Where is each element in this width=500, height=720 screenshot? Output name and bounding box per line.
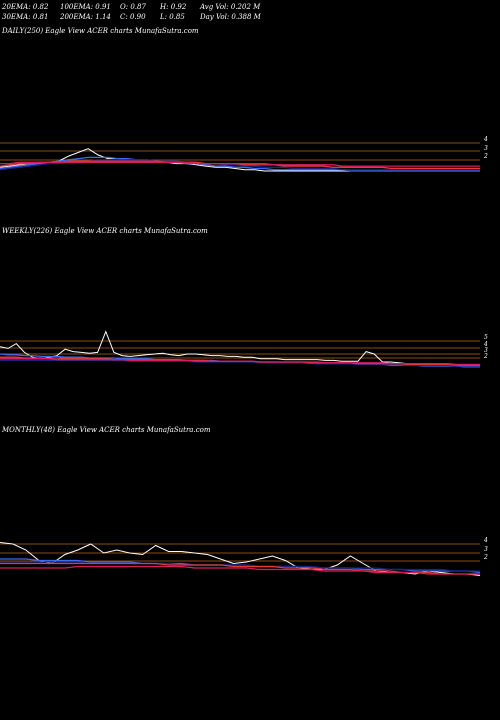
ema-magenta-line [0,161,480,167]
y-tick-label: 4 [483,537,488,544]
weekly-chart-title: WEEKLY(226) Eagle View ACER charts Munaf… [2,227,208,235]
close-stat: C: 0.90 [120,13,146,21]
low-stat: L: 0.85 [160,13,185,21]
weekly-chart: WEEKLY(226) Eagle View ACER charts Munaf… [0,227,488,368]
ema-navy-line [0,561,480,572]
monthly-chart: MONTHLY(48) Eagle View ACER charts Munaf… [0,426,488,576]
y-tick-label: 5 [484,334,488,341]
y-tick-label: 2 [483,153,488,160]
ema200-stat: 200EMA: 1.14 [60,13,111,21]
high-stat: H: 0.92 [160,3,187,11]
daily-chart: DAILY(250) Eagle View ACER charts Munafa… [0,27,488,172]
y-tick-label: 4 [483,341,488,348]
ema-magenta-line [0,358,480,366]
ema20-stat: 20EMA: 0.82 [2,3,49,11]
y-tick-label: 3 [484,145,488,152]
ema-blue-line [0,156,480,172]
open-stat: O: 0.87 [120,3,146,11]
price-line [0,330,480,368]
y-tick-label: 3 [484,347,488,354]
y-tick-label: 2 [483,353,488,360]
ema30-stat: 30EMA: 0.81 [2,13,49,21]
ema-navy-line [0,359,480,367]
y-tick-label: 3 [484,546,488,553]
y-tick-label: 4 [483,136,488,143]
monthly-chart-title: MONTHLY(48) Eagle View ACER charts Munaf… [1,426,211,434]
ema-magenta-line [0,565,480,575]
y-tick-label: 2 [483,554,488,561]
ema100-stat: 100EMA: 0.91 [60,3,111,11]
day-vol-stat: Day Vol: 0.388 M [200,13,261,21]
daily-chart-title: DAILY(250) Eagle View ACER charts Munafa… [1,27,199,35]
avg-vol-stat: Avg Vol: 0.202 M [200,3,261,11]
stats-header: 20EMA: 0.82 100EMA: 0.91 O: 0.87 H: 0.92… [0,0,500,24]
